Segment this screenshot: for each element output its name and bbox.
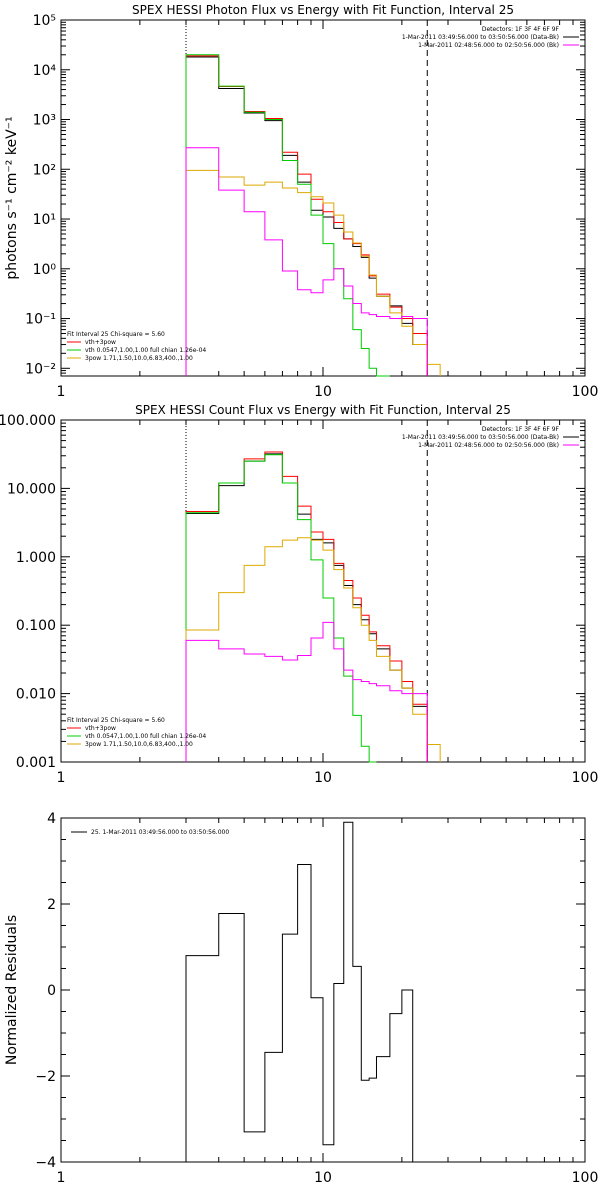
y-tick-label: 10¹ xyxy=(33,212,56,228)
legend-text: 3pow 1.71,1.50,10.0,6.83,400.,1.00 xyxy=(85,355,193,362)
y-tick-label: 10⁰ xyxy=(33,262,57,278)
x-tick-label: 1 xyxy=(57,384,66,400)
chart-title: SPEX HESSI Count Flux vs Energy with Fit… xyxy=(135,403,511,417)
series-line-vth-3pow xyxy=(185,451,428,762)
legend-text: 3pow 1.71,1.50,10.0,6.83,400.,1.00 xyxy=(85,741,193,748)
legend-text: Detectors: 1F 3F 4F 6F 9F xyxy=(482,426,560,433)
y-tick-label: 2 xyxy=(47,897,56,913)
y-tick-label: −4 xyxy=(35,1155,56,1171)
y-axis-label: photons s⁻¹ cm⁻² keV⁻¹ xyxy=(4,116,20,279)
x-tick-label: 10 xyxy=(314,384,332,400)
series-line-25- xyxy=(185,821,414,1162)
legend-text: 1-Mar-2011 03:49:56.000 to 03:50:56.000 … xyxy=(402,434,559,441)
x-tick-label: 1 xyxy=(57,770,66,786)
legend-text: vth 0.0547,1.00,1.00 full chian 1.26e-04 xyxy=(85,347,206,354)
x-tick-label: 1 xyxy=(57,1170,66,1186)
y-tick-label: 1.000 xyxy=(16,550,56,566)
series-line-3pow xyxy=(185,169,441,376)
series-line-vth xyxy=(185,454,377,763)
series-line-vth-3pow xyxy=(185,55,428,376)
x-tick-label: 100 xyxy=(572,384,599,400)
y-tick-label: 10² xyxy=(33,162,56,178)
y-tick-label: 10⁴ xyxy=(33,63,57,79)
y-tick-label: 100.000 xyxy=(0,413,56,429)
y-tick-label: 10⁻¹ xyxy=(25,312,56,328)
x-tick-label: 10 xyxy=(314,770,332,786)
x-tick-label: 10 xyxy=(314,1170,332,1186)
legend-text: 1-Mar-2011 02:48:56.000 to 02:50:56.000 … xyxy=(418,42,559,49)
y-tick-label: 0 xyxy=(47,983,56,999)
y-tick-label: 4 xyxy=(47,811,56,827)
series-line-data-bk xyxy=(185,453,428,762)
y-tick-label: 0.100 xyxy=(16,618,56,634)
series-line-3pow xyxy=(185,537,441,762)
series-line-data-bk xyxy=(185,56,428,376)
legend-text: 25. 1-Mar-2011 03:49:56.000 to 03:50:56.… xyxy=(91,829,229,836)
y-axis-label: Normalized Residuals xyxy=(4,915,20,1065)
series-line-bk xyxy=(185,621,428,762)
y-tick-label: 10⁻² xyxy=(25,361,56,377)
y-tick-label: −2 xyxy=(35,1069,56,1085)
y-tick-label: 0.001 xyxy=(16,755,56,771)
series-line-vth xyxy=(185,54,390,377)
legend-text: 1-Mar-2011 02:48:56.000 to 02:50:56.000 … xyxy=(418,442,559,449)
x-tick-label: 100 xyxy=(572,770,599,786)
chart-title: SPEX HESSI Photon Flux vs Energy with Fi… xyxy=(132,3,514,17)
legend-text: Fit Interval 25 Chi-square = 5.60 xyxy=(67,717,165,724)
legend-text: vth 0.0547,1.00,1.00 full chian 1.26e-04 xyxy=(85,733,206,740)
series-line-bk xyxy=(185,147,428,376)
y-tick-label: 0.010 xyxy=(16,687,56,703)
x-tick-label: 100 xyxy=(572,1170,599,1186)
legend-text: vth+3pow xyxy=(85,725,116,732)
y-tick-label: 10⁵ xyxy=(33,13,56,29)
legend-text: Detectors: 1F 3F 4F 6F 9F xyxy=(482,26,560,33)
y-tick-label: 10.000 xyxy=(7,481,56,497)
legend-text: vth+3pow xyxy=(85,339,116,346)
y-tick-label: 10³ xyxy=(33,113,56,129)
legend-text: Fit Interval 25 Chi-square = 5.60 xyxy=(67,331,165,338)
legend-text: 1-Mar-2011 03:49:56.000 to 03:50:56.000 … xyxy=(402,34,559,41)
